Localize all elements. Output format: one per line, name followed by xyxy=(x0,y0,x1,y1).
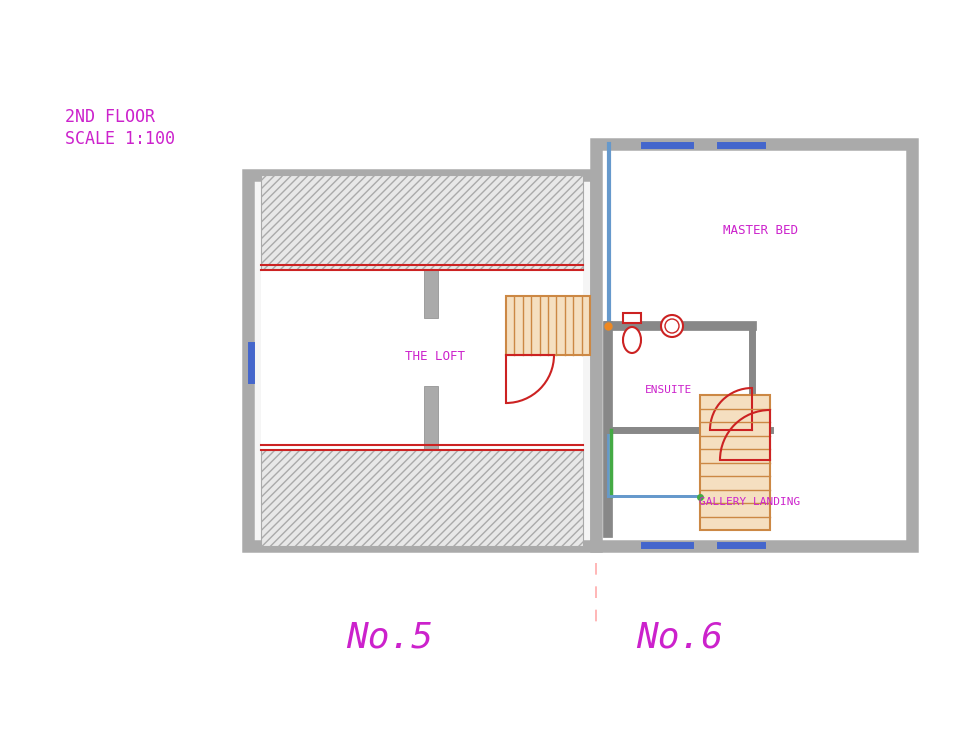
Bar xyxy=(248,175,596,546)
Text: MASTER BED: MASTER BED xyxy=(722,224,798,237)
Text: No.6: No.6 xyxy=(636,620,723,654)
Bar xyxy=(596,144,912,546)
Text: ENSUITE: ENSUITE xyxy=(645,385,692,395)
Bar xyxy=(623,313,641,323)
Bar xyxy=(424,270,438,318)
Bar xyxy=(261,450,583,546)
Circle shape xyxy=(665,319,679,333)
Text: SCALE 1:100: SCALE 1:100 xyxy=(65,130,175,148)
Bar xyxy=(506,296,590,355)
Ellipse shape xyxy=(661,315,683,337)
Bar xyxy=(261,175,583,270)
Text: 2ND FLOOR: 2ND FLOOR xyxy=(65,108,155,126)
Ellipse shape xyxy=(623,327,641,353)
Bar xyxy=(608,430,700,496)
Text: No.5: No.5 xyxy=(347,620,433,654)
Bar xyxy=(424,386,438,450)
Bar xyxy=(261,270,583,450)
Text: THE LOFT: THE LOFT xyxy=(405,349,465,363)
Bar xyxy=(700,395,770,530)
Text: GALLERY LANDING: GALLERY LANDING xyxy=(700,497,801,507)
